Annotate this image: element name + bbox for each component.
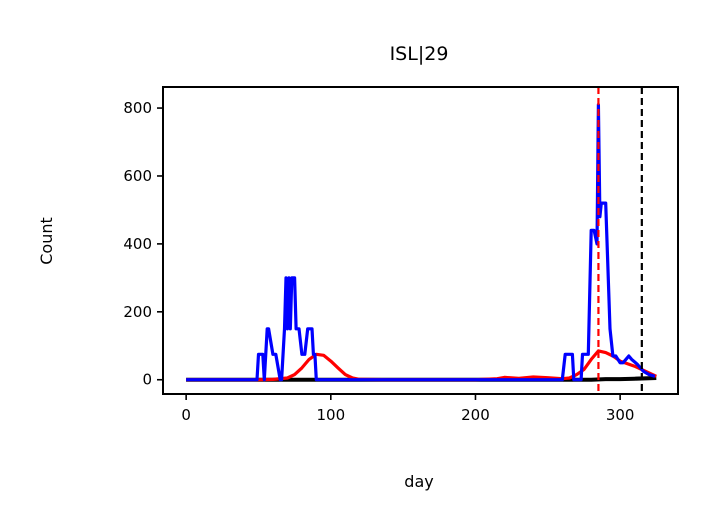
series-line-3 <box>186 103 656 382</box>
x-axis-label: day <box>404 472 433 491</box>
plot-frame <box>162 86 679 395</box>
x-tick-label: 300 <box>606 406 635 424</box>
y-tick-label: 0 <box>142 371 152 389</box>
x-tick-label: 0 <box>181 406 191 424</box>
y-tick-label: 400 <box>123 235 152 253</box>
y-tick-label: 800 <box>123 99 152 117</box>
chart-title: ISL|29 <box>390 43 449 65</box>
y-tick-label: 600 <box>123 167 152 185</box>
y-axis-label: Count <box>37 217 56 265</box>
x-tick-label: 100 <box>316 406 345 424</box>
x-tick-label: 200 <box>461 406 490 424</box>
axes: 0 100 200 300 0 200 400 600 800 <box>123 99 634 424</box>
y-tick-label: 200 <box>123 303 152 321</box>
plot-content <box>186 87 657 394</box>
